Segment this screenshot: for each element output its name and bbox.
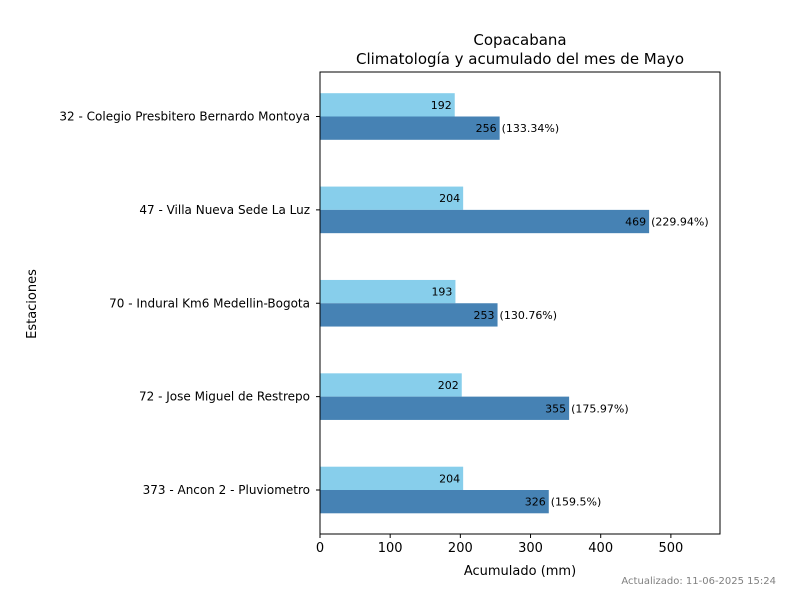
- bar-value-label: 202: [438, 379, 459, 392]
- bar-series-2: [320, 396, 570, 420]
- x-tick-label: 300: [518, 541, 543, 556]
- bar-series-2: [320, 490, 549, 514]
- bar-value-label: 253: [474, 309, 495, 322]
- y-tick-label: 72 - Jose Miguel de Restrepo: [139, 390, 310, 404]
- bar-value-label: 256: [476, 122, 497, 135]
- bar-value-label: 326: [525, 496, 546, 509]
- bar-value-label: 469: [625, 216, 646, 229]
- chart-subtitle: Climatología y acumulado del mes de Mayo: [356, 50, 684, 68]
- bar-series-2: [320, 209, 650, 234]
- x-tick-label: 500: [658, 541, 683, 556]
- y-axis-label: Estaciones: [25, 269, 40, 339]
- bar-series-2: [320, 116, 500, 140]
- plot-area: 192 256 (133.34%) 32 - Colegio Presbitero B…: [59, 71, 721, 556]
- y-tick-label: 70 - Indural Km6 Medellin-Bogota: [109, 296, 310, 310]
- bar-series-1: [320, 466, 464, 490]
- bar-series-1: [320, 186, 464, 210]
- y-tick-label: 373 - Ancon 2 - Pluviometro: [143, 483, 310, 497]
- bar-value-label: 204: [439, 192, 460, 205]
- axes-frame: [319, 71, 721, 535]
- bar-value-label: 204: [439, 472, 460, 485]
- bar-percent-label: (229.94%): [651, 216, 709, 229]
- bar-series-1: [320, 279, 456, 304]
- bar-series-2: [320, 303, 498, 327]
- x-tick-label: 100: [378, 541, 403, 556]
- bar-series-1: [320, 93, 455, 117]
- bar-percent-label: (133.34%): [502, 122, 560, 135]
- bar-percent-label: (159.5%): [551, 496, 602, 509]
- bar-series-1: [320, 373, 462, 397]
- bar-value-label: 193: [431, 286, 452, 299]
- bar-percent-label: (175.97%): [571, 402, 629, 415]
- bar-value-label: 192: [431, 99, 452, 112]
- y-tick-label: 32 - Colegio Presbitero Bernardo Montoya: [59, 110, 310, 124]
- bar-percent-label: (130.76%): [500, 309, 558, 322]
- x-tick-label: 200: [448, 541, 473, 556]
- y-tick-label: 47 - Villa Nueva Sede La Luz: [139, 203, 310, 217]
- bar-value-label: 355: [545, 402, 566, 415]
- updated-timestamp: Actualizado: 11-06-2025 15:24: [621, 576, 776, 587]
- x-tick-label: 0: [316, 541, 324, 556]
- x-tick-label: 400: [588, 541, 613, 556]
- chart-title: Copacabana: [473, 31, 566, 49]
- x-axis-label: Acumulado (mm): [464, 564, 576, 579]
